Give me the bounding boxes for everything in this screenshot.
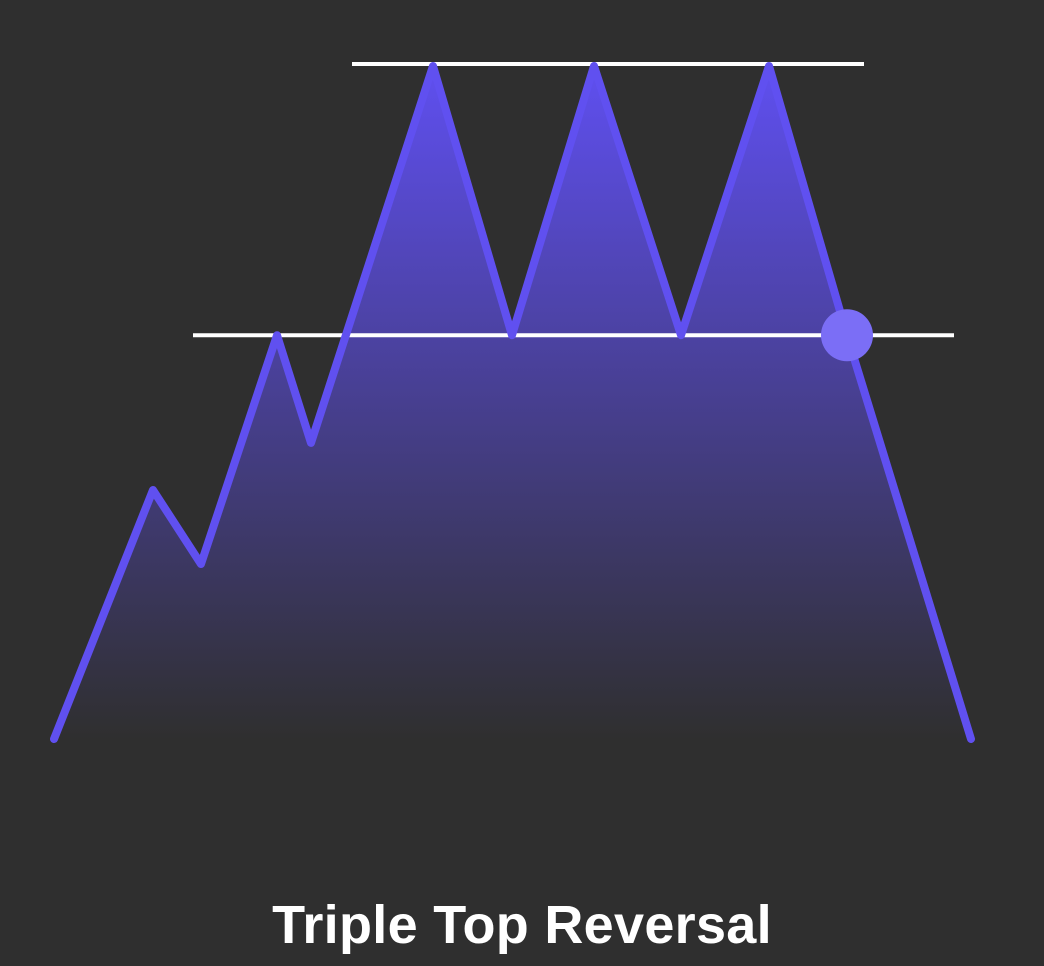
price-line — [50, 62, 975, 743]
diagram-caption: Triple Top Reversal — [272, 895, 772, 955]
price-area-fill — [54, 66, 971, 739]
breakout-point-marker — [821, 309, 873, 362]
